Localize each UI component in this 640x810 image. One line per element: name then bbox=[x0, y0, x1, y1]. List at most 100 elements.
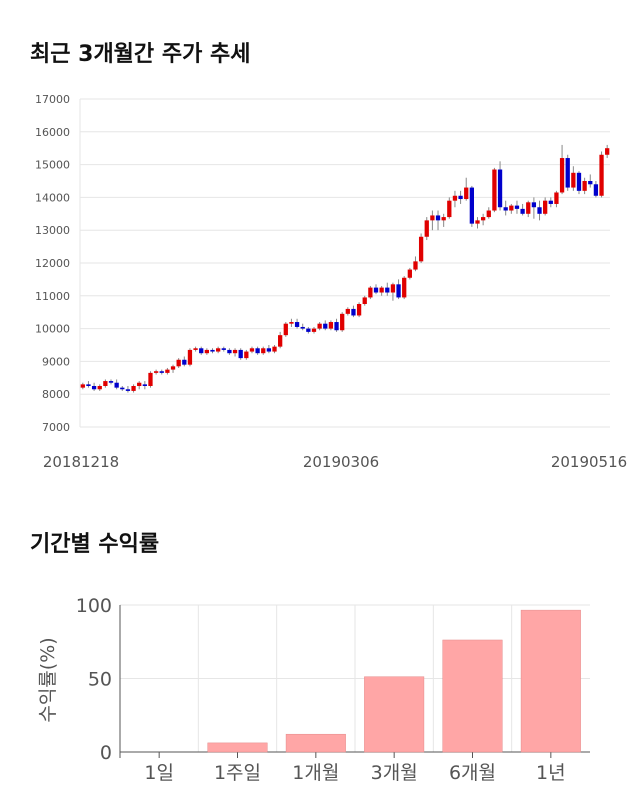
price-candle-body bbox=[306, 328, 311, 332]
price-candle bbox=[396, 279, 401, 300]
price-candle bbox=[176, 358, 181, 368]
price-candle bbox=[390, 282, 396, 301]
price-candle-body bbox=[576, 172, 582, 191]
price-candle-body bbox=[283, 323, 288, 336]
price-candle bbox=[249, 346, 255, 354]
price-y-tick-label: 9000 bbox=[42, 355, 70, 368]
price-candle bbox=[148, 371, 153, 388]
price-candle-body bbox=[430, 215, 435, 221]
price-candle bbox=[340, 312, 345, 332]
price-candle bbox=[452, 190, 458, 208]
price-candle-body bbox=[323, 323, 328, 329]
price-chart-y-ticks: 17000 16000 15000 14000 13000 12000 11000 10000… bbox=[35, 93, 70, 434]
price-candle bbox=[159, 369, 164, 375]
price-candle-body bbox=[334, 322, 339, 331]
returns-bar bbox=[520, 609, 581, 753]
price-x-tick-label: 20181218 bbox=[43, 453, 119, 471]
price-candle bbox=[559, 144, 565, 195]
price-candle bbox=[294, 318, 300, 329]
price-chart-candles bbox=[80, 144, 610, 393]
price-candle-body bbox=[204, 349, 210, 354]
price-candle bbox=[97, 384, 102, 391]
price-candle-body bbox=[193, 348, 198, 350]
price-candle-body bbox=[86, 384, 91, 386]
price-candle bbox=[430, 210, 435, 231]
price-candle-body bbox=[215, 348, 221, 352]
price-candle bbox=[503, 200, 508, 216]
price-candle bbox=[435, 210, 441, 231]
returns-x-tick-label: 1일 bbox=[144, 762, 174, 784]
price-candle bbox=[475, 217, 480, 229]
price-candle-body bbox=[407, 269, 412, 278]
price-y-tick-label: 15000 bbox=[35, 159, 70, 172]
price-candle-body bbox=[272, 346, 277, 352]
price-candle bbox=[261, 346, 266, 355]
price-candle bbox=[165, 367, 170, 375]
returns-chart-x-ticks: 1일 1주일 1개월 3개월 6개월 1년 bbox=[144, 752, 566, 784]
price-y-tick-label: 10000 bbox=[35, 323, 70, 336]
returns-chart-y-ticks: 100 50 0 bbox=[76, 595, 112, 764]
price-candle-body bbox=[582, 181, 587, 191]
price-candle bbox=[108, 379, 114, 385]
price-y-tick-label: 14000 bbox=[35, 191, 70, 204]
returns-chart-bars bbox=[207, 609, 581, 753]
price-candle bbox=[328, 320, 334, 331]
price-candle-body bbox=[441, 217, 446, 221]
price-candle bbox=[153, 369, 159, 375]
price-candle-body bbox=[300, 326, 305, 329]
price-candle-body bbox=[559, 158, 565, 193]
price-candle bbox=[582, 177, 587, 195]
price-candle bbox=[170, 364, 176, 373]
price-candle-body bbox=[396, 284, 401, 298]
price-candle bbox=[86, 381, 91, 388]
price-candle-body bbox=[413, 261, 418, 270]
price-candle-body bbox=[328, 322, 334, 329]
price-candle-body bbox=[249, 348, 255, 352]
price-candle-body bbox=[356, 304, 362, 316]
returns-x-tick-label: 1개월 bbox=[292, 762, 339, 784]
price-candle bbox=[458, 190, 463, 204]
price-candle-body bbox=[543, 200, 548, 214]
price-candle bbox=[424, 217, 429, 241]
price-candle-body bbox=[114, 382, 119, 388]
price-candle bbox=[244, 349, 249, 360]
price-candle bbox=[345, 307, 350, 316]
price-candle-body bbox=[199, 348, 204, 354]
returns-y-tick-label: 0 bbox=[100, 742, 112, 764]
price-candle bbox=[255, 346, 260, 355]
price-chart-title: 최근 3개월간 주가 추세 bbox=[30, 42, 251, 67]
price-y-tick-label: 12000 bbox=[35, 257, 70, 270]
price-candle bbox=[402, 276, 407, 300]
price-candle-body bbox=[210, 349, 215, 352]
price-candle-body bbox=[153, 371, 159, 373]
price-candle bbox=[232, 348, 238, 357]
price-candle bbox=[317, 322, 322, 331]
price-candle bbox=[210, 348, 215, 354]
price-candle bbox=[520, 203, 525, 216]
price-candle-body bbox=[232, 349, 238, 354]
price-candle-body bbox=[278, 335, 283, 347]
price-candle bbox=[266, 345, 272, 354]
price-candle-body bbox=[492, 169, 497, 211]
price-candle bbox=[447, 197, 452, 219]
price-candle-body bbox=[497, 169, 503, 208]
price-candle-body bbox=[531, 202, 537, 208]
price-candle bbox=[548, 197, 553, 208]
price-candle bbox=[480, 213, 486, 226]
price-candle-body bbox=[187, 349, 193, 365]
price-candle bbox=[565, 154, 570, 191]
price-candle bbox=[576, 171, 582, 195]
price-x-tick-label: 20190306 bbox=[303, 453, 379, 471]
price-candle bbox=[137, 381, 142, 390]
price-candle bbox=[221, 346, 226, 352]
price-candle-body bbox=[599, 154, 604, 196]
price-candle bbox=[373, 284, 379, 295]
price-candle-body bbox=[317, 323, 322, 329]
price-candle-body bbox=[464, 187, 469, 200]
price-candle-body bbox=[435, 215, 441, 221]
price-candle bbox=[497, 161, 503, 211]
returns-x-tick-label: 1주일 bbox=[214, 762, 261, 784]
returns-chart-y-label: 수익률(%) bbox=[37, 637, 59, 722]
price-candle-body bbox=[390, 284, 396, 293]
